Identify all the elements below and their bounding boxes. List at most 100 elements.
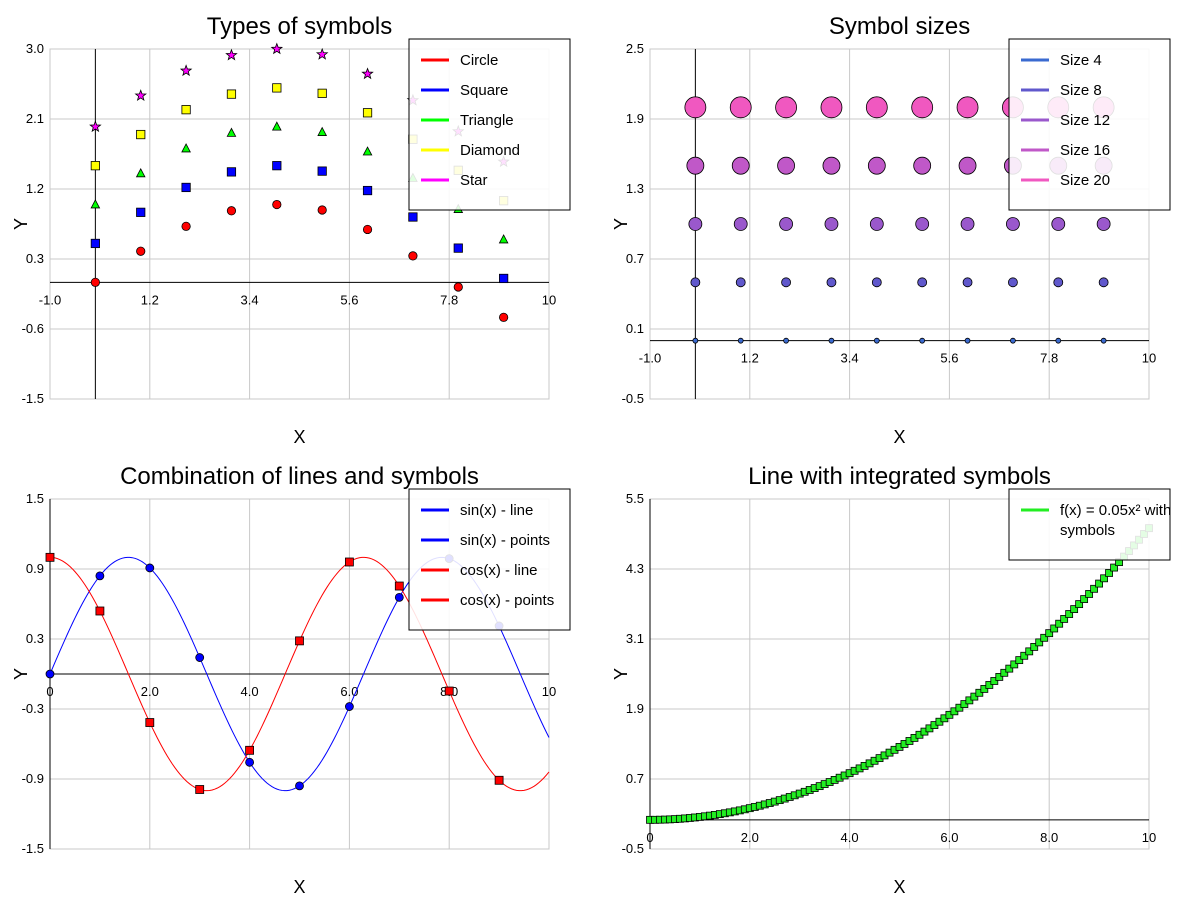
data-point [729,96,752,119]
data-point [181,105,191,115]
data-point [731,156,750,175]
y-tick-label: 0.3 [26,251,44,266]
chart-title: Types of symbols [207,13,392,40]
data-point [1008,277,1018,288]
data-point [45,669,55,679]
data-point [181,182,191,193]
y-axis-label: Y [11,218,31,230]
data-point [1035,638,1044,647]
data-point [226,167,237,177]
data-point [1015,656,1024,665]
data-points [646,524,1153,824]
y-tick-label: -0.9 [22,771,44,786]
data-point [1053,277,1064,288]
y-tick-label: 1.9 [626,701,644,716]
data-point [1051,217,1066,231]
data-point [453,243,463,253]
data-point [775,96,797,119]
data-point [361,67,374,80]
data-point [869,217,884,231]
data-point [225,48,238,61]
data-point [362,146,373,156]
y-axis-label: Y [611,668,631,680]
data-point [408,251,418,261]
data-point [958,156,977,175]
legend-item: Size 4 [1021,52,1102,69]
data-point [408,212,418,222]
data-point [317,205,327,215]
data-point [820,96,843,119]
legend-item: cos(x) - points [421,592,554,609]
y-tick-label: 2.1 [26,111,44,126]
data-point [962,277,973,288]
data-point [90,238,100,249]
chart-title: Symbol sizes [829,13,970,40]
data-point [344,702,354,711]
y-tick-label: 3.1 [626,631,644,646]
data-point [686,156,705,175]
legend-box [408,38,571,211]
data-point [317,166,327,176]
legend-item: f(x) = 0.05x² with symbols [1021,502,1171,539]
data-point [181,143,191,153]
data-point [90,277,100,287]
data-point [179,64,193,77]
x-axis-label: X [293,877,305,897]
x-tick-label: 1.2 [141,292,159,307]
data-point [245,745,255,755]
x-tick-label: 7.8 [440,292,458,307]
data-point [690,277,701,288]
data-point [95,606,105,616]
data-point [990,677,999,685]
data-point [494,775,504,785]
legend-item: Size 20 [1021,172,1110,189]
data-point [692,337,699,344]
data-point [913,156,932,175]
data-point [226,206,237,216]
data-point [1055,337,1062,344]
data-point [272,199,282,210]
data-point [444,686,454,696]
data-point [136,129,146,140]
data-point [1110,563,1118,572]
data-point [1096,217,1111,231]
y-tick-label: -0.5 [622,391,644,406]
data-point [362,108,373,118]
data-point [980,685,989,693]
data-point [985,681,994,689]
data-point [995,673,1004,681]
legend-label: cos(x) - line [460,562,538,579]
legend-label: Star [460,172,488,189]
y-tick-label: 1.5 [26,491,44,506]
x-axis-label: X [893,427,905,447]
legend: Size 4 Size 8 Size 12 Size 16 Size 20 [1008,38,1171,211]
x-tick-label: 7.8 [1040,351,1058,366]
legend-label: f(x) = 0.05x² with [1060,502,1171,519]
data-point [956,96,979,119]
y-tick-label: -0.5 [622,841,644,856]
data-point [871,277,882,288]
legend: sin(x) - line sin(x) - points cos(x) - lin… [408,488,571,631]
y-tick-label: 4.3 [626,561,644,576]
x-tick-label: 5.6 [940,351,958,366]
data-point [1006,217,1020,231]
data-point [688,217,703,231]
legend-item: cos(x) - line [421,562,538,579]
data-point [145,563,155,573]
data-point [1045,629,1054,638]
data-point [917,277,928,288]
legend-item: Size 16 [1021,142,1110,159]
data-point [453,282,463,292]
legend-label: symbols [1060,522,1115,539]
data-point [783,337,789,344]
data-point [1040,633,1049,642]
legend-item: Square [421,82,508,99]
legend-label: Circle [460,52,498,69]
data-point [1105,569,1113,577]
data-point [90,161,100,171]
data-point [779,217,793,231]
x-tick-label: -1.0 [39,292,61,307]
data-point [226,127,237,137]
legend: f(x) = 0.05x² with symbols [1008,488,1171,561]
legend-label: Square [460,82,508,99]
